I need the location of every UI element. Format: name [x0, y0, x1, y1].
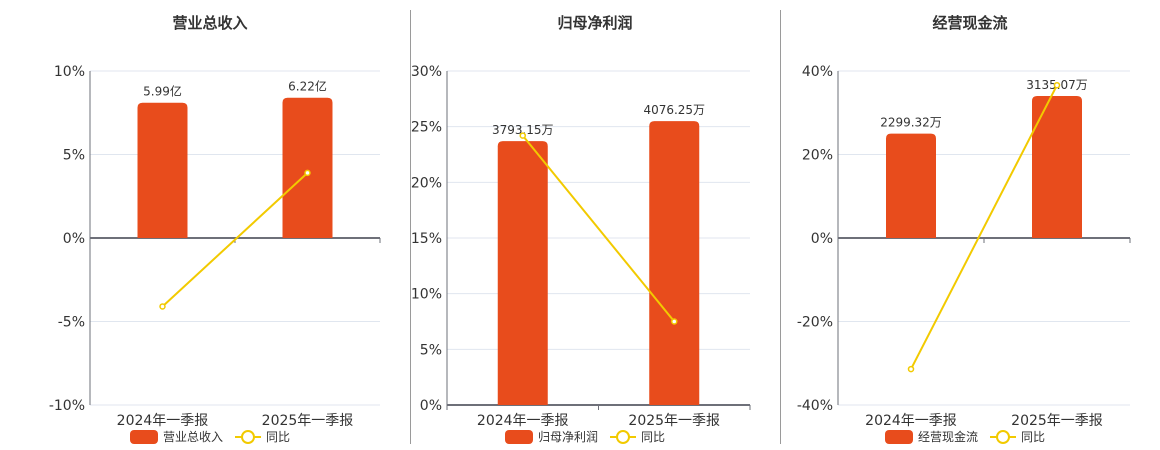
y-tick-label: 10%	[54, 64, 85, 80]
legend-line-label[interactable]: 同比	[266, 430, 291, 444]
yoy-line	[521, 134, 676, 323]
legend-line-icon[interactable]	[990, 429, 1016, 444]
legend-bar-swatch[interactable]	[129, 429, 158, 444]
yoy-line	[161, 172, 309, 308]
y-tick-label: -20%	[797, 315, 833, 331]
y-tick-label: 15%	[411, 231, 442, 247]
bar-value-label: 4076.25万	[643, 103, 705, 117]
bar[interactable]	[282, 97, 333, 238]
chart-panel-revenue: 营业总收入 10% 5% 0% -5% -10% 5.99亿 2024年一季报 6.22亿 20…	[0, 0, 410, 450]
y-tick-label: -5%	[58, 315, 85, 331]
bar-value-label: 3793.15万	[492, 123, 554, 137]
bar[interactable]	[137, 102, 188, 238]
bar[interactable]	[649, 121, 700, 405]
y-tick-label: 0%	[63, 231, 85, 247]
legend-bar-swatch[interactable]	[884, 429, 913, 444]
y-tick-label: 30%	[411, 64, 442, 80]
y-tick-label: 20%	[802, 148, 833, 164]
chart-panel-operating-cashflow: 经营现金流 40%20%0%-20%-40%2299.32万2024年一季报31…	[780, 0, 1160, 450]
y-tick-label: 0%	[811, 231, 833, 247]
legend-line-label[interactable]: 同比	[641, 430, 666, 444]
yoy-line	[910, 84, 1058, 370]
yoy-point[interactable]	[907, 365, 915, 373]
x-category-label: 2025年一季报	[628, 413, 720, 429]
chart-legend: 营业总收入 同比	[20, 428, 400, 445]
bar[interactable]	[1032, 96, 1082, 238]
x-category-label: 2025年一季报	[1011, 413, 1103, 429]
y-tick-label: 5%	[63, 148, 85, 164]
chart-panel-net-profit: 归母净利润 30% 25% 20% 15% 10% 5% 0% 3793.15万 2024年一季…	[410, 0, 780, 450]
chart-legend: 归母净利润 同比	[410, 428, 760, 445]
y-tick-label: 40%	[802, 64, 833, 80]
x-category-label: 2024年一季报	[865, 413, 957, 429]
y-tick-label: 10%	[411, 287, 442, 303]
x-category-label: 2025年一季报	[262, 413, 354, 429]
legend-line-icon[interactable]	[235, 429, 261, 444]
legend-bar-label[interactable]: 归母净利润	[537, 430, 598, 444]
legend-bar-label[interactable]: 营业总收入	[162, 430, 223, 444]
bar-value-label: 5.99亿	[143, 84, 182, 99]
bar[interactable]	[886, 133, 936, 238]
x-category-label: 2024年一季报	[477, 413, 569, 429]
legend-line-icon[interactable]	[610, 429, 636, 444]
legend-bar-label[interactable]: 经营现金流	[917, 430, 978, 444]
legend-bar-swatch[interactable]	[504, 429, 533, 444]
chart-plot: 40%20%0%-20%-40%2299.32万2024年一季报3135.07万…	[797, 64, 1131, 429]
chart-plot: 10% 5% 0% -5% -10% 5.99亿 2024年一季报 6.22亿 2025年一季报	[49, 64, 381, 429]
chart-title: 归母净利润	[557, 14, 633, 32]
yoy-point[interactable]	[671, 318, 678, 325]
yoy-point[interactable]	[304, 169, 311, 177]
yoy-point[interactable]	[159, 303, 166, 310]
chart-legend: 经营现金流 同比	[780, 428, 1150, 445]
y-tick-label: 25%	[411, 120, 442, 136]
x-category-label: 2024年一季报	[117, 413, 209, 429]
bar-value-label: 2299.32万	[880, 116, 942, 130]
y-tick-label: 0%	[420, 398, 442, 414]
legend-line-label[interactable]: 同比	[1021, 430, 1046, 444]
yoy-point[interactable]	[519, 132, 526, 139]
chart-title: 经营现金流	[932, 14, 1008, 32]
y-tick-label: 5%	[420, 342, 442, 358]
y-tick-label: 20%	[411, 175, 442, 191]
divider	[780, 10, 781, 444]
y-tick-label: -40%	[797, 398, 833, 414]
divider	[410, 10, 411, 444]
yoy-point[interactable]	[1053, 81, 1061, 89]
bar-value-label: 6.22亿	[288, 79, 327, 94]
bar[interactable]	[497, 141, 548, 405]
chart-title: 营业总收入	[172, 14, 248, 32]
y-tick-label: -10%	[49, 398, 85, 414]
chart-plot: 30% 25% 20% 15% 10% 5% 0% 3793.15万 2024年一季报 4076.…	[411, 64, 751, 429]
